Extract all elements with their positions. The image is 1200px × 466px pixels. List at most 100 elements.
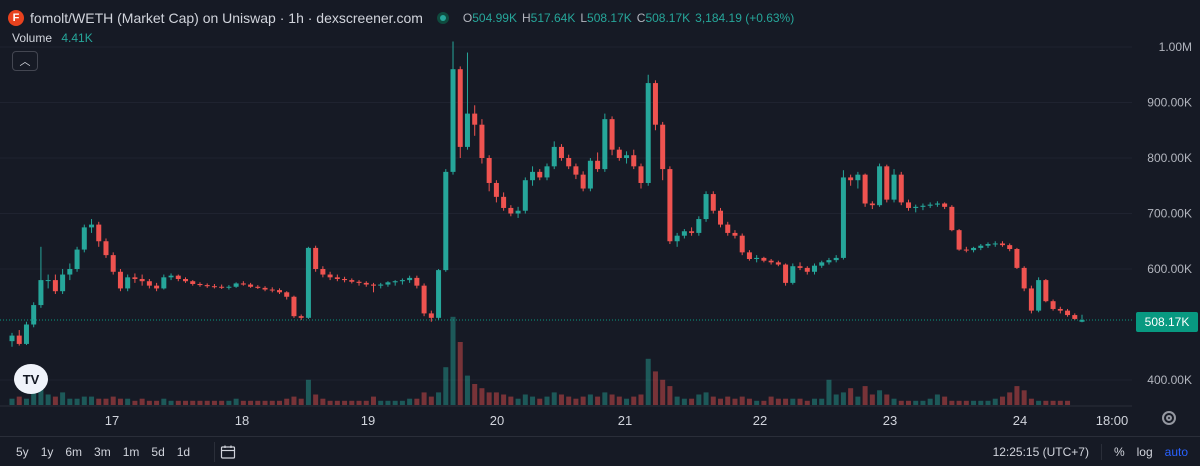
volume-bar [1036,400,1042,405]
volume-bar [833,394,839,405]
candle-body [1043,280,1049,302]
candlestick-chart[interactable]: 1.00M 900.00K 800.00K 700.00K 600.00K 400.00K… [0,0,1200,436]
grid-lines [0,46,1132,381]
volume-bar [464,375,470,405]
volume-bar [392,400,398,405]
price-tick-label: 900.00K [1147,96,1192,110]
candle-body [233,283,239,287]
candle-body [45,280,51,282]
volume-bar [732,398,738,405]
range-button-1d[interactable]: 1d [176,444,191,459]
volume-bar [963,400,969,405]
settings-gear-icon[interactable] [1162,411,1176,425]
range-button-1y[interactable]: 1y [40,444,54,459]
candle-body [725,224,731,233]
ohlc-open-label: O [462,11,473,25]
candle-body [913,206,919,208]
volume-bar [522,394,528,405]
volume-bar [139,398,145,405]
volume-bar [428,396,434,405]
volume-bar [60,392,66,405]
volume-bar [154,400,160,405]
candle-body [891,174,897,200]
bottom-toolbar: 5y 1y 6m 3m 1m 5d 1d 12:25:15 (UTC+7) % log au… [0,436,1200,466]
collapse-legend-button[interactable]: ︿ [12,51,38,71]
volume-bar [775,398,781,405]
candle-body [645,83,651,183]
log-scale-toggle[interactable]: log [1136,445,1153,459]
range-button-3m[interactable]: 3m [94,444,111,459]
time-tick-label: 21 [618,413,632,428]
percent-scale-toggle[interactable]: % [1113,445,1125,459]
candle-body [183,278,189,282]
ohlc-change: 3,184.19 (+0.63%) [695,11,795,25]
volume-bar [248,400,254,405]
volume-bar [819,398,825,405]
volume-bar [479,388,485,405]
volume-bar [942,396,948,405]
volume-bar [197,400,203,405]
volume-bar [920,400,926,405]
volume-bar [645,358,651,405]
candles [9,41,1085,347]
candle-body [949,206,955,231]
volume-bar [240,400,246,405]
volume-bar [746,398,752,405]
volume-bar [233,398,239,405]
ohlc-close-value: 508.17K [645,11,691,25]
tradingview-logo-icon[interactable]: TV [14,364,48,394]
volume-bar [349,400,355,405]
candle-body [768,260,774,263]
candle-body [732,232,738,236]
volume-bar [797,398,803,405]
time-axis[interactable]: 17 18 19 20 21 22 23 24 18:00 [0,405,1132,428]
volume-bar [262,400,268,405]
volume-bar [125,398,131,405]
volume-bar [255,400,261,405]
auto-scale-toggle[interactable]: auto [1164,445,1188,459]
range-button-5d[interactable]: 5d [151,444,165,459]
volume-bar [862,386,868,405]
price-tick-label: 1.00M [1159,40,1192,54]
volume-bar [884,394,890,405]
volume-bar [580,396,586,405]
candle-body [703,194,709,220]
range-button-5y[interactable]: 5y [16,444,29,459]
calendar-range-button[interactable] [214,441,236,462]
volume-bar [385,400,391,405]
candle-body [1028,288,1034,311]
candle-body [464,113,470,147]
volume-bar [277,400,282,405]
candle-body [298,316,304,318]
candle-body [862,174,868,204]
volume-bar [761,400,767,405]
ohlc-low-label: L [580,11,588,25]
candle-body [522,180,528,211]
candle-body [385,282,391,285]
candle-body [595,160,601,170]
candle-body [74,249,80,269]
volume-bar [537,398,543,405]
clock-timezone[interactable]: 12:25:15 (UTC+7) [992,445,1089,459]
volume-bar [450,316,456,405]
volume-bar [891,398,897,405]
range-button-6m[interactable]: 6m [65,444,83,459]
volume-bar [587,394,593,405]
volume-bar [949,400,955,405]
volume-bar [652,371,658,405]
candle-body [978,245,984,248]
volume-bar [573,398,579,405]
candle-body [472,113,478,125]
volume-bar [161,398,167,405]
candle-body [515,210,521,214]
candle-body [262,287,268,290]
candle-body [320,269,326,275]
candle-body [1014,249,1020,268]
candle-body [414,277,420,286]
range-button-1m[interactable]: 1m [122,444,140,459]
volume-bar [558,394,564,405]
candle-body [1050,301,1056,309]
volume-bar [1014,386,1020,405]
price-axis[interactable]: 1.00M 900.00K 800.00K 700.00K 600.00K 400.00K [1147,40,1192,387]
candle-body [790,266,796,283]
